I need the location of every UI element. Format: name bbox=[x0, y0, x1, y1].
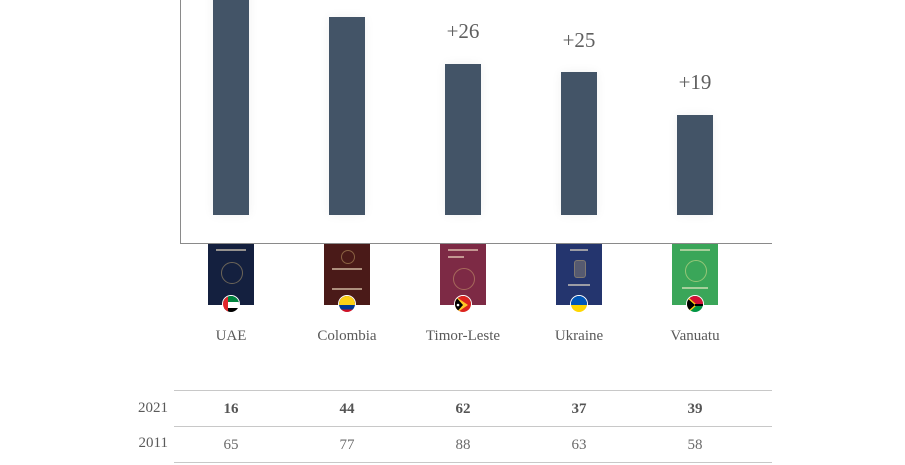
bar-uae bbox=[213, 0, 249, 215]
row-label-2021: 2021 bbox=[138, 400, 168, 416]
passport-image-colombia bbox=[324, 244, 370, 305]
row-label-2011: 2011 bbox=[138, 435, 168, 451]
y-axis-line bbox=[180, 0, 181, 243]
cell-2011-ukraine: 63 bbox=[571, 437, 587, 453]
table-rule-middle bbox=[174, 426, 772, 427]
category-label-vanuatu: Vanuatu bbox=[670, 328, 720, 344]
category-label-ukraine: Ukraine bbox=[554, 328, 604, 344]
flag-icon-uae bbox=[222, 295, 240, 313]
delta-label-timor-leste: +26 bbox=[446, 19, 480, 43]
cell-2021-vanuatu: 39 bbox=[687, 401, 703, 417]
cell-2011-colombia: 77 bbox=[339, 437, 355, 453]
flag-icon-timor-leste bbox=[454, 295, 472, 313]
passport-image-uae bbox=[208, 244, 254, 305]
x-axis-line bbox=[180, 243, 772, 244]
cell-2021-ukraine: 37 bbox=[571, 401, 587, 417]
cell-2011-uae: 65 bbox=[223, 437, 239, 453]
bar-colombia bbox=[329, 17, 365, 215]
cell-2021-uae: 16 bbox=[223, 401, 239, 417]
cell-2021-timor-leste: 62 bbox=[455, 401, 471, 417]
table-rule-top bbox=[174, 390, 772, 391]
bar-timor-leste bbox=[445, 64, 481, 215]
cell-2021-colombia: 44 bbox=[339, 401, 355, 417]
category-label-timor-leste: Timor-Leste bbox=[425, 328, 501, 344]
table-rule-bottom bbox=[174, 462, 772, 463]
delta-label-ukraine: +25 bbox=[562, 28, 596, 52]
delta-label-vanuatu: +19 bbox=[678, 70, 712, 94]
cell-2011-timor-leste: 88 bbox=[455, 437, 471, 453]
bar-vanuatu bbox=[677, 115, 713, 215]
flag-icon-colombia bbox=[338, 295, 356, 313]
passport-image-vanuatu bbox=[672, 244, 718, 305]
passport-image-timor-leste bbox=[440, 244, 486, 305]
flag-icon-ukraine bbox=[570, 295, 588, 313]
category-label-colombia: Colombia bbox=[317, 328, 377, 344]
flag-icon-vanuatu bbox=[686, 295, 704, 313]
passport-image-ukraine bbox=[556, 244, 602, 305]
category-label-uae: UAE bbox=[215, 328, 247, 344]
cell-2011-vanuatu: 58 bbox=[687, 437, 703, 453]
bar-ukraine bbox=[561, 72, 597, 215]
